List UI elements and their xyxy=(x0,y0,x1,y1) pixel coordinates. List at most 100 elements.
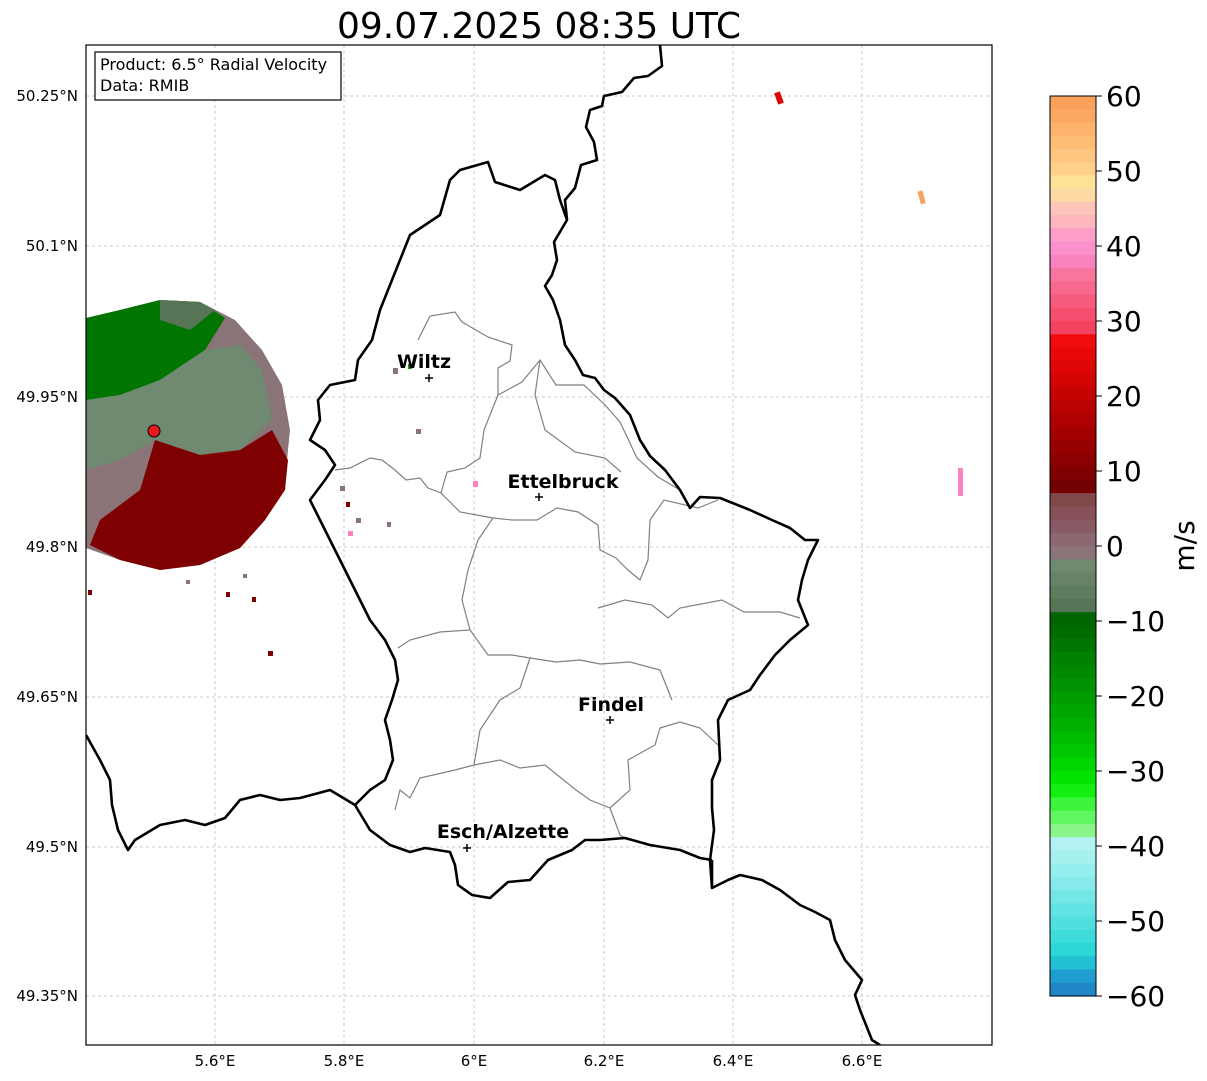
colorbar-swatch xyxy=(1050,691,1096,706)
colorbar-swatch xyxy=(1050,585,1096,600)
colorbar-unit-label: m/s xyxy=(1168,520,1201,571)
colorbar-swatch xyxy=(1050,665,1096,679)
figure-title: 09.07.2025 08:35 UTC xyxy=(337,6,741,47)
svg-text:6.2°E: 6.2°E xyxy=(584,1052,625,1070)
colorbar-swatch xyxy=(1050,903,1096,918)
colorbar-swatch xyxy=(1050,506,1096,521)
colorbar-tick-label: −60 xyxy=(1106,980,1165,1013)
colorbar-swatch xyxy=(1050,96,1096,110)
colorbar-swatch xyxy=(1050,890,1096,904)
colorbar-swatch xyxy=(1050,241,1096,256)
scattered-echoes xyxy=(88,91,963,656)
colorbar-swatch xyxy=(1050,718,1096,732)
map-area[interactable]: Wiltz Ettelbruck Findel Esch/Alzette Pro… xyxy=(86,45,992,1045)
radar-site-marker xyxy=(147,424,161,438)
colorbar-swatch xyxy=(1050,863,1096,878)
colorbar-swatch xyxy=(1050,638,1096,653)
city-markers xyxy=(425,374,614,852)
colorbar-swatch xyxy=(1050,493,1096,507)
colorbar-swatch xyxy=(1050,969,1096,984)
colorbar-swatch xyxy=(1050,598,1096,613)
colorbar-swatch xyxy=(1050,943,1096,957)
colorbar-swatch xyxy=(1050,612,1096,627)
colorbar-swatch xyxy=(1050,334,1096,349)
colorbar-tick-label: −30 xyxy=(1106,755,1165,788)
colorbar-swatch xyxy=(1050,281,1096,296)
svg-text:50.1°N: 50.1°N xyxy=(26,237,78,255)
colorbar-swatch xyxy=(1050,347,1096,362)
svg-text:5.6°E: 5.6°E xyxy=(195,1052,236,1070)
colorbar-tick-label: −40 xyxy=(1106,830,1165,863)
svg-text:6°E: 6°E xyxy=(461,1052,488,1070)
colorbar-tick-label: 30 xyxy=(1106,305,1142,338)
colorbar-swatch xyxy=(1050,731,1096,746)
colorbar-tick-label: −20 xyxy=(1106,680,1165,713)
colorbar-swatch xyxy=(1050,916,1096,931)
city-label-wiltz: Wiltz xyxy=(397,351,451,373)
colorbar-swatch xyxy=(1050,321,1096,335)
colorbar-swatch xyxy=(1050,109,1096,124)
colorbar-swatch xyxy=(1050,956,1096,971)
colorbar-swatch xyxy=(1050,532,1096,547)
canton-boundaries xyxy=(334,311,801,841)
colorbar-swatch xyxy=(1050,823,1096,838)
svg-text:49.35°N: 49.35°N xyxy=(16,987,78,1005)
svg-text:49.65°N: 49.65°N xyxy=(16,688,78,706)
colorbar-swatch xyxy=(1050,268,1096,282)
colorbar-tick-label: 60 xyxy=(1106,80,1142,113)
colorbar-swatch xyxy=(1050,360,1096,375)
colorbar-swatches xyxy=(1050,96,1096,997)
city-label-findel: Findel xyxy=(578,694,644,716)
svg-text:6.4°E: 6.4°E xyxy=(713,1052,754,1070)
product-info-box: Product: 6.5° Radial Velocity Data: RMIB xyxy=(94,51,342,101)
svg-text:5.8°E: 5.8°E xyxy=(324,1052,365,1070)
colorbar-swatch xyxy=(1050,651,1096,666)
colorbar-swatch xyxy=(1050,744,1096,759)
colorbar-swatch xyxy=(1050,678,1096,693)
colorbar-swatch xyxy=(1050,479,1096,494)
colorbar-tick-label: 20 xyxy=(1106,380,1142,413)
city-label-ettelbruck: Ettelbruck xyxy=(508,471,619,493)
colorbar-ticks: 60 50 40 30 20 10 0 −10 −20 −30 −40 −50 −60 xyxy=(1096,80,1165,1013)
source-label: Data: RMIB xyxy=(100,76,189,95)
colorbar-swatch xyxy=(1050,784,1096,799)
latitude-tick-labels: 50.25°N 50.1°N 49.95°N 49.8°N 49.65°N 49… xyxy=(16,87,78,1005)
colorbar-swatch xyxy=(1050,797,1096,812)
colorbar-swatch xyxy=(1050,704,1096,719)
longitude-tick-labels: 5.6°E 5.8°E 6°E 6.2°E 6.4°E 6.6°E xyxy=(195,1052,883,1070)
colorbar-swatch xyxy=(1050,400,1096,415)
svg-text:50.25°N: 50.25°N xyxy=(16,87,78,105)
colorbar-tick-label: 0 xyxy=(1106,530,1124,563)
colorbar-swatch xyxy=(1050,625,1096,640)
colorbar-swatch xyxy=(1050,453,1096,468)
svg-text:49.5°N: 49.5°N xyxy=(26,838,78,856)
country-borders xyxy=(86,45,881,1045)
product-label: Product: 6.5° Radial Velocity xyxy=(100,55,327,74)
colorbar-tick-label: 50 xyxy=(1106,155,1142,188)
map-frame xyxy=(85,44,993,1046)
colorbar: 60 50 40 30 20 10 0 −10 −20 −30 −40 −50 −60 m/s xyxy=(1049,80,1201,1013)
colorbar-tick-label: 10 xyxy=(1106,455,1142,488)
colorbar-swatch xyxy=(1050,254,1096,269)
colorbar-swatch xyxy=(1050,188,1096,203)
colorbar-tick-label: −10 xyxy=(1106,605,1165,638)
colorbar-swatch xyxy=(1050,982,1096,997)
colorbar-tick-label: −50 xyxy=(1106,905,1165,938)
colorbar-swatch xyxy=(1050,876,1096,891)
colorbar-swatch xyxy=(1050,148,1096,163)
svg-text:6.6°E: 6.6°E xyxy=(842,1052,883,1070)
colorbar-swatch xyxy=(1050,519,1096,534)
colorbar-swatch xyxy=(1050,162,1096,177)
radar-echo-area xyxy=(86,300,290,570)
colorbar-swatch xyxy=(1050,294,1096,309)
svg-text:49.95°N: 49.95°N xyxy=(16,388,78,406)
colorbar-swatch xyxy=(1050,546,1096,560)
colorbar-swatch xyxy=(1050,771,1096,785)
colorbar-swatch xyxy=(1050,122,1096,137)
colorbar-swatch xyxy=(1050,413,1096,428)
svg-text:49.8°N: 49.8°N xyxy=(26,538,78,556)
colorbar-swatch xyxy=(1050,810,1096,825)
colorbar-swatch xyxy=(1050,175,1096,190)
colorbar-swatch xyxy=(1050,466,1096,481)
